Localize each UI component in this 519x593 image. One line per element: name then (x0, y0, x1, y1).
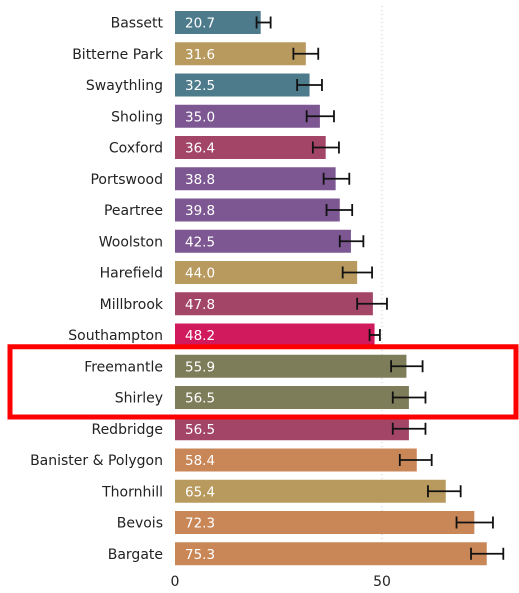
bar (175, 386, 409, 409)
category-label: Peartree (104, 203, 163, 219)
bar (175, 104, 320, 128)
category-label: Bevois (117, 516, 163, 532)
value-label: 44.0 (185, 266, 215, 282)
value-label: 56.5 (185, 422, 215, 438)
category-label: Banister & Polygon (30, 453, 163, 469)
category-label: Southampton (68, 328, 163, 344)
bar (175, 229, 351, 253)
value-label: 72.3 (185, 516, 215, 532)
bar (175, 292, 373, 316)
category-label: Coxford (109, 141, 163, 157)
bar (175, 136, 326, 159)
value-labels: 20.7 31.6 32.5 35.0 36.4 38.8 39.8 42.5 44.0 47.8… (185, 16, 215, 563)
value-label: 47.8 (185, 297, 215, 313)
value-label: 20.7 (185, 16, 215, 32)
category-label: Harefield (100, 266, 163, 282)
value-label: 48.2 (185, 328, 215, 344)
highlight (7, 344, 519, 420)
bar (175, 479, 446, 503)
value-label: 35.0 (185, 109, 215, 125)
x-tick-label: 50 (373, 574, 391, 589)
value-label: 75.3 (185, 547, 215, 563)
bar (175, 167, 336, 191)
bar (175, 354, 407, 378)
bar (175, 198, 340, 222)
error-bars (255, 16, 505, 560)
bar (175, 42, 306, 66)
category-label: Swaythling (86, 78, 163, 94)
category-label: Sholing (111, 109, 163, 125)
category-label: Bitterne Park (72, 47, 164, 63)
value-label: 38.8 (185, 172, 215, 188)
value-label: 56.5 (185, 391, 215, 407)
value-label: 32.5 (185, 78, 215, 94)
category-label: Millbrook (100, 297, 164, 313)
category-label: Woolston (99, 234, 163, 250)
highlight-box (7, 344, 519, 420)
x-axis-ticks: 0 50 (171, 574, 391, 590)
category-label: Portswood (90, 172, 163, 188)
bar (175, 11, 261, 34)
bar (175, 261, 358, 284)
bar (175, 73, 310, 97)
category-label: Shirley (115, 391, 163, 407)
value-label: 31.6 (185, 47, 215, 63)
value-label: 65.4 (185, 484, 215, 500)
category-label: Thornhill (101, 484, 163, 500)
bars (175, 11, 487, 566)
value-label: 42.5 (185, 234, 215, 250)
bar (175, 542, 487, 566)
value-label: 58.4 (185, 453, 215, 469)
category-label: Redbridge (91, 422, 163, 438)
value-label: 55.9 (185, 359, 215, 375)
category-label: Bargate (108, 547, 163, 563)
bar (175, 417, 409, 441)
category-label: Bassett (111, 16, 164, 32)
value-label: 39.8 (185, 203, 215, 219)
category-label: Freemantle (84, 359, 163, 375)
value-label: 36.4 (185, 141, 215, 157)
bar (175, 511, 475, 534)
x-tick-label: 0 (171, 574, 180, 589)
bar (175, 323, 375, 347)
category-labels: Bassett Bitterne Park Swaythling Sholing Cox… (30, 16, 164, 563)
bar (175, 448, 417, 472)
